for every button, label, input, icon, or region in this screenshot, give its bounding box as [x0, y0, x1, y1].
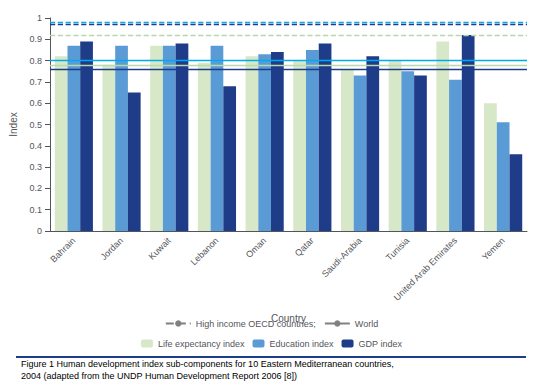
svg-text:Bahrain: Bahrain: [48, 235, 77, 264]
svg-text:0.9: 0.9: [29, 34, 42, 44]
svg-text:GDP index: GDP index: [359, 339, 403, 349]
svg-text:Lebanon: Lebanon: [189, 235, 221, 267]
svg-text:Life expectancy index: Life expectancy index: [158, 339, 245, 349]
svg-text:0.7: 0.7: [29, 77, 42, 87]
svg-text:World: World: [355, 319, 378, 329]
svg-text:0.1: 0.1: [29, 205, 42, 215]
svg-text:0.5: 0.5: [29, 120, 42, 130]
svg-text:Oman: Oman: [244, 235, 268, 259]
svg-text:Tunisia: Tunisia: [384, 235, 411, 262]
svg-text:United Arab Emirates: United Arab Emirates: [392, 235, 459, 302]
svg-text:Figure 1 Human development ind: Figure 1 Human development index sub-com…: [21, 359, 394, 369]
svg-text:Index: Index: [8, 112, 19, 136]
svg-text:0.4: 0.4: [29, 141, 42, 151]
svg-text:1: 1: [37, 13, 42, 23]
svg-text:0.8: 0.8: [29, 56, 42, 66]
svg-text:0.2: 0.2: [29, 183, 42, 193]
svg-text:High income OECD countries;: High income OECD countries;: [196, 319, 316, 329]
svg-text:Saudi-Arabia: Saudi-Arabia: [320, 235, 364, 279]
svg-text:Jordan: Jordan: [99, 235, 126, 262]
svg-text:0: 0: [37, 226, 42, 236]
svg-text:2004 (adapted from the UNDP Hu: 2004 (adapted from the UNDP Human Develo…: [21, 371, 297, 381]
svg-text:Kuwait: Kuwait: [147, 235, 173, 261]
svg-text:Qatar: Qatar: [293, 235, 316, 258]
svg-text:Education index: Education index: [269, 339, 334, 349]
svg-text:0.6: 0.6: [29, 98, 42, 108]
svg-text:Yemen: Yemen: [480, 235, 507, 262]
svg-text:0.3: 0.3: [29, 162, 42, 172]
